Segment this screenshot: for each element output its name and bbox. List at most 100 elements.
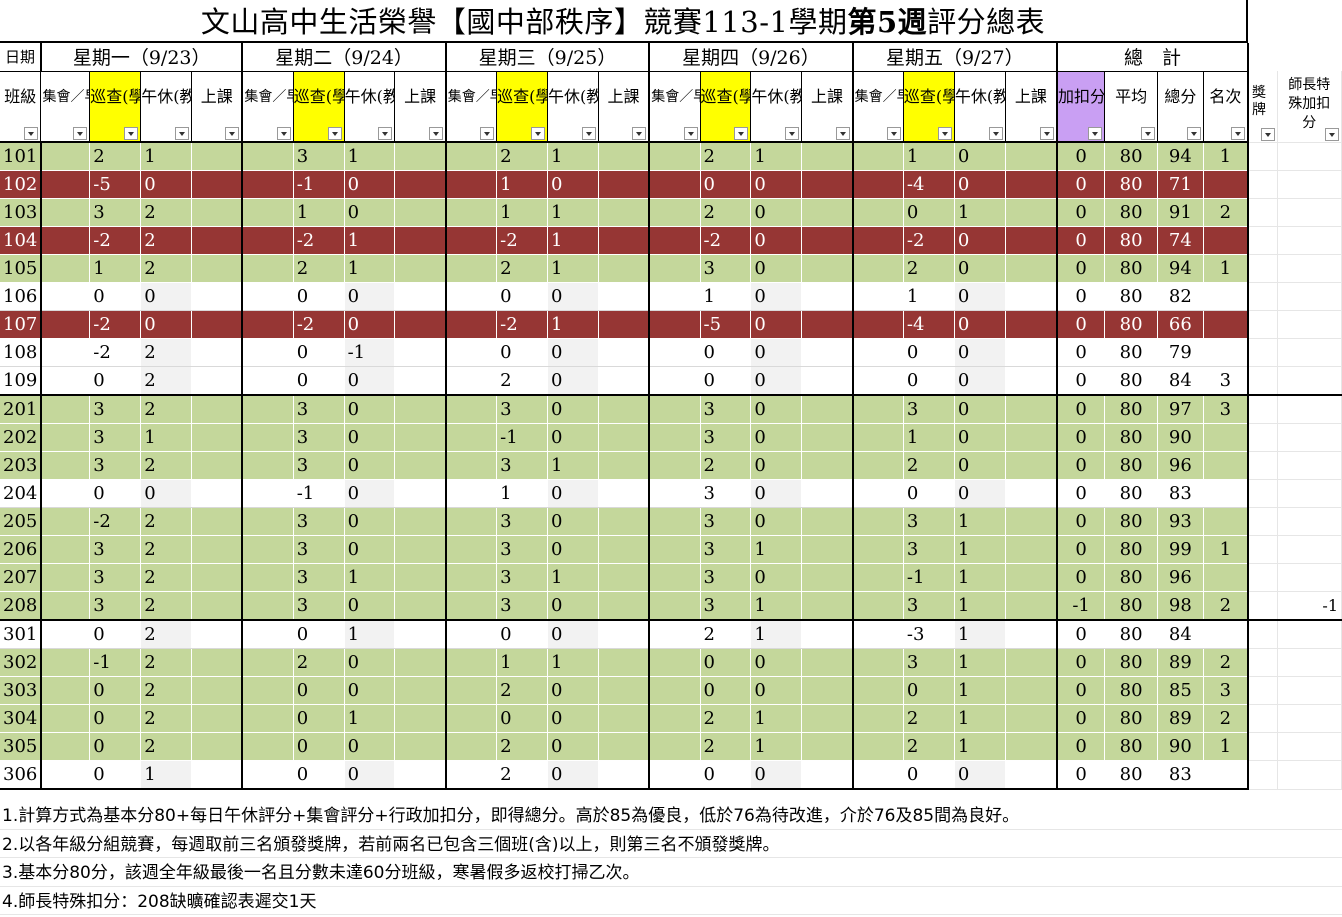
average-cell[interactable]: 80 [1104, 648, 1158, 677]
lunch-cell[interactable]: 0 [750, 254, 803, 283]
assembly-cell[interactable] [852, 451, 904, 480]
filter-dropdown-icon[interactable] [581, 127, 596, 140]
lunch-cell[interactable]: 1 [344, 226, 396, 255]
lunch-cell[interactable]: 1 [344, 704, 396, 733]
lunch-cell[interactable]: 1 [344, 254, 396, 283]
class-period-cell[interactable] [191, 170, 244, 199]
lunch-cell[interactable]: 0 [954, 170, 1006, 199]
assembly-cell[interactable] [445, 535, 498, 564]
class-period-cell[interactable] [801, 226, 854, 255]
class-period-cell[interactable] [1005, 423, 1058, 452]
filter-dropdown-icon[interactable] [276, 127, 291, 140]
lunch-cell[interactable]: 0 [750, 563, 803, 592]
class-period-cell[interactable] [801, 732, 854, 761]
lunch-cell[interactable]: 0 [547, 479, 599, 508]
assembly-cell[interactable] [852, 282, 904, 311]
class-period-cell[interactable] [801, 395, 854, 424]
total-cell[interactable]: 66 [1157, 310, 1204, 339]
patrol-cell[interactable]: -4 [903, 310, 955, 339]
class-period-cell[interactable] [801, 676, 854, 705]
award-cell[interactable] [1247, 535, 1279, 564]
patrol-cell[interactable]: 0 [496, 338, 548, 367]
assembly-cell[interactable] [40, 760, 91, 790]
lunch-cell[interactable]: 0 [547, 366, 599, 396]
class-period-cell[interactable] [191, 676, 244, 705]
class-cell[interactable]: 109 [0, 366, 42, 396]
lunch-cell[interactable]: 0 [344, 366, 396, 396]
class-period-cell[interactable] [598, 620, 651, 649]
average-cell[interactable]: 80 [1104, 591, 1158, 621]
special-cell[interactable] [1277, 676, 1342, 705]
lunch-cell[interactable]: 0 [750, 198, 803, 227]
filter-dropdown-icon[interactable] [988, 127, 1003, 140]
assembly-cell[interactable] [852, 142, 904, 171]
class-period-cell[interactable] [598, 732, 651, 761]
class-period-cell[interactable] [598, 423, 651, 452]
lunch-cell[interactable]: 2 [140, 591, 193, 621]
special-cell[interactable] [1277, 648, 1342, 677]
assembly-cell[interactable] [445, 226, 498, 255]
lunch-cell[interactable]: 0 [750, 676, 803, 705]
class-period-cell[interactable] [394, 366, 447, 396]
total-cell[interactable]: 84 [1157, 366, 1204, 396]
lunch-cell[interactable]: 0 [750, 395, 803, 424]
lunch-cell[interactable]: 0 [954, 760, 1006, 790]
lunch-cell[interactable]: 0 [344, 591, 396, 621]
patrol-cell[interactable]: 0 [903, 366, 955, 396]
bonus-cell[interactable]: 0 [1057, 760, 1106, 790]
lunch-cell[interactable]: 1 [547, 648, 599, 677]
class-period-cell[interactable] [801, 648, 854, 677]
assembly-cell[interactable] [242, 338, 294, 367]
total-cell[interactable]: 83 [1157, 760, 1204, 790]
patrol-cell[interactable]: -2 [496, 226, 548, 255]
assembly-cell[interactable] [445, 170, 498, 199]
class-period-cell[interactable] [598, 676, 651, 705]
patrol-cell[interactable]: -1 [496, 423, 548, 452]
assembly-cell[interactable] [242, 451, 294, 480]
class-period-cell[interactable] [394, 507, 447, 536]
average-cell[interactable]: 80 [1104, 507, 1158, 536]
total-cell[interactable]: 84 [1157, 620, 1204, 649]
assembly-cell[interactable] [445, 282, 498, 311]
bonus-cell[interactable]: 0 [1057, 310, 1106, 339]
patrol-cell[interactable]: 3 [89, 198, 142, 227]
lunch-cell[interactable]: 2 [140, 732, 193, 761]
class-period-cell[interactable] [191, 142, 244, 171]
award-cell[interactable] [1247, 563, 1279, 592]
filter-dropdown-icon[interactable] [886, 127, 901, 140]
lunch-cell[interactable]: 0 [750, 423, 803, 452]
patrol-cell[interactable]: 3 [496, 563, 548, 592]
patrol-cell[interactable]: 2 [293, 648, 345, 677]
special-cell[interactable] [1277, 423, 1342, 452]
assembly-cell[interactable] [40, 704, 91, 733]
lunch-cell[interactable]: 0 [344, 170, 396, 199]
average-cell[interactable]: 80 [1104, 535, 1158, 564]
rank-cell[interactable] [1203, 507, 1249, 536]
class-period-cell[interactable] [801, 423, 854, 452]
class-period-cell[interactable] [191, 732, 244, 761]
patrol-cell[interactable]: -2 [89, 507, 142, 536]
class-period-cell[interactable] [394, 282, 447, 311]
class-cell[interactable]: 202 [0, 423, 42, 452]
patrol-cell[interactable]: 3 [903, 591, 955, 621]
class-cell[interactable]: 205 [0, 507, 42, 536]
lunch-cell[interactable]: 1 [954, 535, 1006, 564]
assembly-cell[interactable] [852, 423, 904, 452]
patrol-cell[interactable]: 3 [700, 395, 752, 424]
bonus-cell[interactable]: 0 [1057, 732, 1106, 761]
assembly-cell[interactable] [242, 760, 294, 790]
assembly-cell[interactable] [445, 423, 498, 452]
class-cell[interactable]: 301 [0, 620, 42, 649]
class-cell[interactable]: 106 [0, 282, 42, 311]
assembly-cell[interactable] [242, 142, 294, 171]
class-period-cell[interactable] [1005, 760, 1058, 790]
special-cell[interactable] [1277, 366, 1342, 396]
assembly-cell[interactable] [852, 395, 904, 424]
patrol-cell[interactable]: 0 [700, 760, 752, 790]
lunch-cell[interactable]: 0 [954, 226, 1006, 255]
assembly-cell[interactable] [40, 366, 91, 396]
class-period-cell[interactable] [394, 648, 447, 677]
patrol-cell[interactable]: 2 [496, 366, 548, 396]
bonus-cell[interactable]: 0 [1057, 423, 1106, 452]
assembly-cell[interactable] [242, 507, 294, 536]
